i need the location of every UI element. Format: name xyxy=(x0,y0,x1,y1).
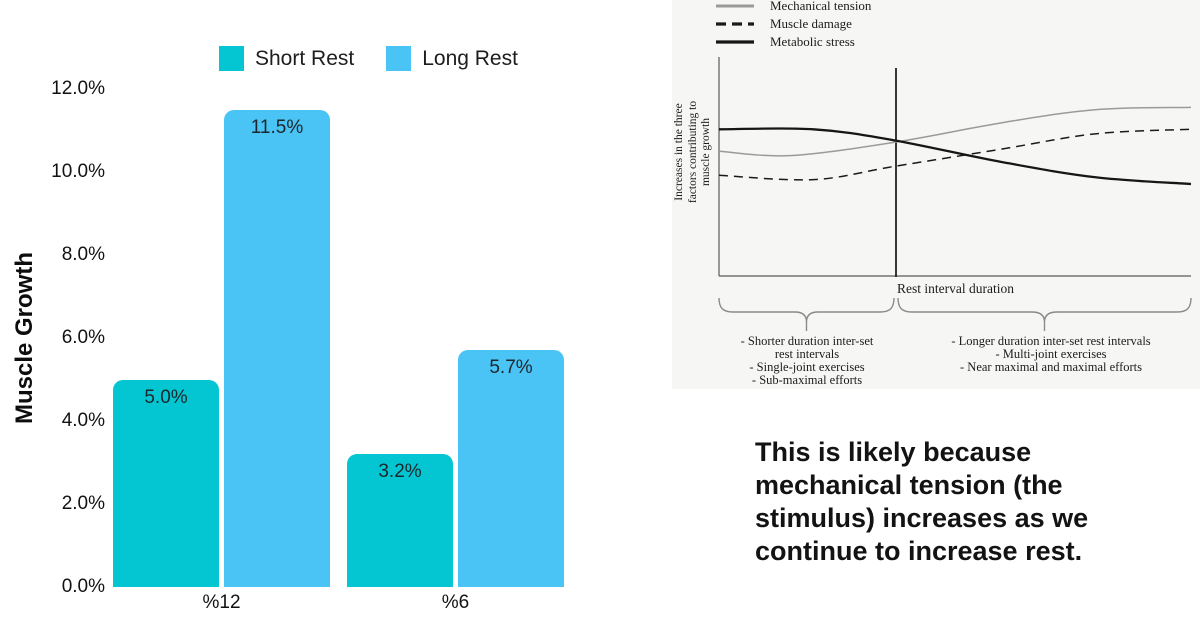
figure-legend: Mechanical tension Muscle damage Metabolic… xyxy=(716,0,871,51)
legend-swatch-short-rest xyxy=(219,46,244,71)
y-axis-tick: 10.0% xyxy=(51,161,105,182)
legend-item-short-rest: Short Rest xyxy=(219,46,354,71)
bar-long-rest-pct6: 5.7% xyxy=(458,350,564,587)
legend-label-long-rest: Long Rest xyxy=(422,46,518,70)
bar-long-rest-pct12: 11.5% xyxy=(224,109,330,587)
list-line: - Single-joint exercises xyxy=(749,360,865,374)
figure-curves xyxy=(718,106,1192,186)
rest-interval-figure: Mechanical tension Muscle damage Metabolic… xyxy=(672,0,1200,389)
bar-value-label: 5.7% xyxy=(489,357,533,379)
bars-area: 5.0% 11.5% %12 3.2% 5.7% %6 xyxy=(113,109,564,613)
bar-short-rest-pct6: 3.2% xyxy=(347,454,453,587)
y-axis-tick: 0.0% xyxy=(61,576,105,597)
curve-mechanical-tension xyxy=(718,106,1192,157)
y-axis-tick: 12.0% xyxy=(51,78,105,99)
figure-legend-label: Mechanical tension xyxy=(770,0,872,13)
figure-legend-label: Muscle damage xyxy=(770,16,852,31)
list-line: - Multi-joint exercises xyxy=(995,347,1107,361)
x-axis-category: %6 xyxy=(441,592,470,613)
bar-chart-legend: Short Rest Long Rest xyxy=(219,46,518,71)
figure-legend-label: Metabolic stress xyxy=(770,34,855,49)
list-line: rest intervals xyxy=(774,347,840,361)
caption-text: This is likely because mechanical tensio… xyxy=(755,437,1089,566)
longer-rest-list: - Longer duration inter-set rest interva… xyxy=(927,335,1175,374)
y-axis-tick: 8.0% xyxy=(61,244,105,265)
x-axis-category: %12 xyxy=(202,592,241,613)
list-line: - Longer duration inter-set rest interva… xyxy=(951,334,1151,348)
figure-legend-item: Metabolic stress xyxy=(716,33,871,51)
y-axis-ticks: 0.0% 2.0% 4.0% 6.0% 8.0% 10.0% 12.0% xyxy=(0,0,105,628)
curve-muscle-damage xyxy=(718,128,1192,181)
legend-label-short-rest: Short Rest xyxy=(255,46,355,70)
bar-value-label: 3.2% xyxy=(378,461,422,483)
list-line: - Near maximal and maximal efforts xyxy=(960,360,1142,374)
curve-metabolic-stress xyxy=(718,127,1192,186)
figure-legend-item: Mechanical tension xyxy=(716,0,871,15)
figure-x-axis-label: Rest interval duration xyxy=(897,281,1014,296)
bar-value-label: 5.0% xyxy=(144,386,188,408)
list-line: - Sub-maximal efforts xyxy=(751,373,863,387)
dashed-line-icon xyxy=(716,22,754,26)
right-brace xyxy=(897,297,1192,331)
list-line: - Shorter duration inter-set xyxy=(740,334,874,348)
shorter-rest-list: - Shorter duration inter-set rest interva… xyxy=(722,335,892,387)
figure-legend-item: Muscle damage xyxy=(716,15,871,33)
solid-line-icon xyxy=(716,40,754,44)
legend-item-long-rest: Long Rest xyxy=(386,46,518,71)
bar-short-rest-pct12: 5.0% xyxy=(113,379,219,587)
figure-plot xyxy=(718,57,1192,331)
legend-swatch-long-rest xyxy=(386,46,412,71)
left-brace xyxy=(718,297,895,331)
y-axis-tick: 4.0% xyxy=(61,410,105,431)
y-axis-tick: 2.0% xyxy=(61,493,105,514)
solid-line-icon xyxy=(716,4,754,8)
bar-value-label: 11.5% xyxy=(250,116,304,138)
muscle-growth-bar-chart: Short Rest Long Rest Muscle Growth 0.0% 2… xyxy=(0,0,564,628)
y-axis-tick: 6.0% xyxy=(61,327,105,348)
